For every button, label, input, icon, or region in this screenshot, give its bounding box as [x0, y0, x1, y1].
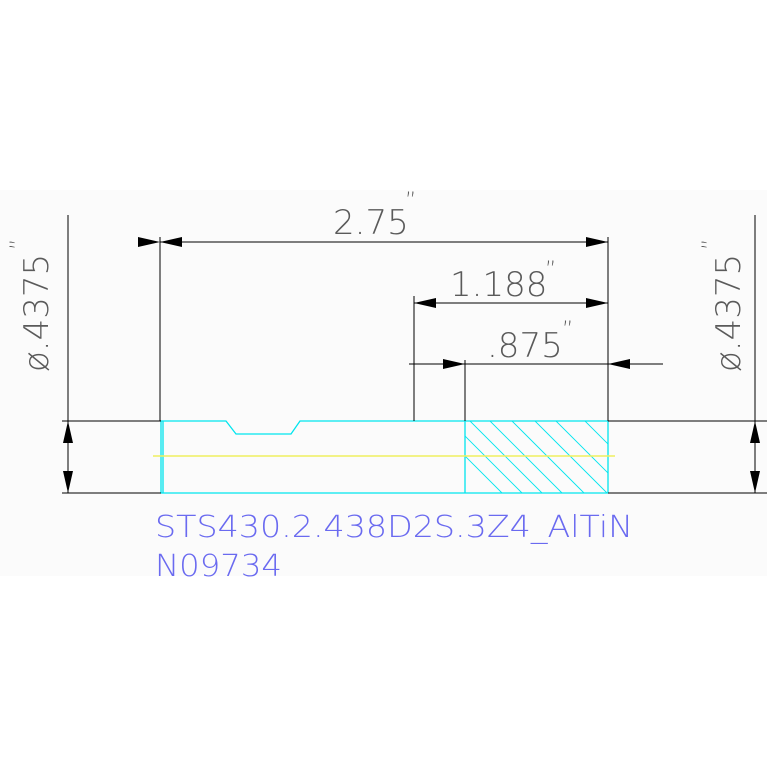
part-outline [160, 420, 609, 494]
dimension-lines [62, 215, 767, 494]
dim-diameter-right: ø.4375 [709, 254, 749, 372]
dim-overall-length: 2.75 [333, 203, 409, 243]
dim-diameter-left: ø.4375 [17, 254, 57, 372]
dim-length-1: 1.188 [450, 265, 547, 305]
drawing-area [0, 190, 767, 576]
dim-length-2: .875 [487, 326, 563, 366]
inch-mark: ” [7, 239, 32, 250]
inch-mark: ” [545, 258, 556, 283]
inch-mark: ” [405, 189, 416, 214]
inch-mark: ” [699, 239, 724, 250]
hatch-pattern [465, 421, 608, 493]
inch-mark: ” [562, 318, 573, 343]
part-label: STS430.2.438D2S.3Z4_AlTiN [155, 510, 633, 545]
part-number: N09734 [155, 549, 282, 584]
